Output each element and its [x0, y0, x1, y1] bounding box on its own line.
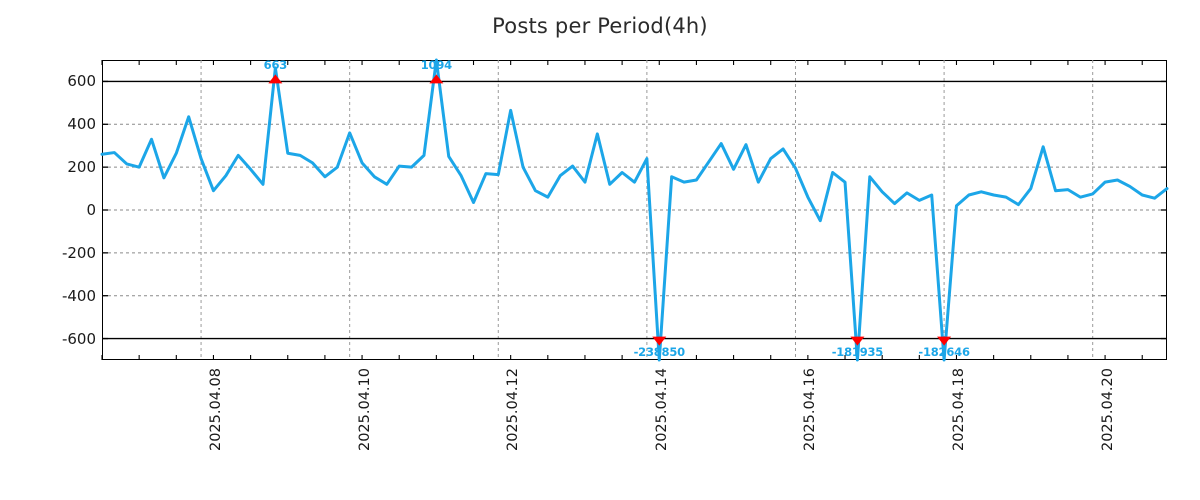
y-axis-tick-label: 400 — [67, 115, 96, 134]
y-axis-tick-label: -600 — [61, 329, 96, 348]
y-axis-tick-label: -200 — [61, 243, 96, 262]
y-axis-tick-label: 0 — [86, 201, 96, 219]
y-axis-tick-label: -400 — [61, 286, 96, 305]
gridlines — [102, 60, 1167, 360]
page-title: Posts per Period(4h) — [492, 14, 708, 38]
peak-annotation-label: 663 — [263, 58, 288, 73]
extreme-value-markers — [268, 74, 952, 346]
y-axis-tick-label: 600 — [67, 72, 96, 91]
trough-annotation-label: -182646 — [918, 344, 970, 359]
trough-annotation-label: -238850 — [633, 344, 686, 359]
series-line-posts-per-period — [100, 58, 1169, 362]
axis-ticks — [101, 60, 1167, 360]
peak-annotation-label: 1094 — [420, 58, 452, 73]
y-axis-tick-label: 200 — [67, 158, 96, 177]
axis-bound-lines — [102, 80, 1167, 340]
trough-annotation-label: -181935 — [831, 344, 884, 359]
